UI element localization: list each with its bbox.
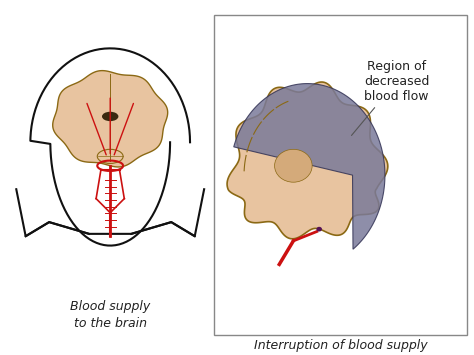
Text: Region of
decreased
blood flow: Region of decreased blood flow [352,60,429,136]
Polygon shape [234,83,385,249]
Text: Interruption of blood supply: Interruption of blood supply [254,339,427,352]
Ellipse shape [274,149,312,182]
Polygon shape [53,71,168,167]
Text: to the brain: to the brain [73,317,146,329]
Ellipse shape [316,227,322,231]
FancyBboxPatch shape [213,16,467,335]
Ellipse shape [97,149,123,163]
Polygon shape [227,82,388,239]
Text: Blood supply: Blood supply [70,300,150,313]
Ellipse shape [102,112,118,121]
